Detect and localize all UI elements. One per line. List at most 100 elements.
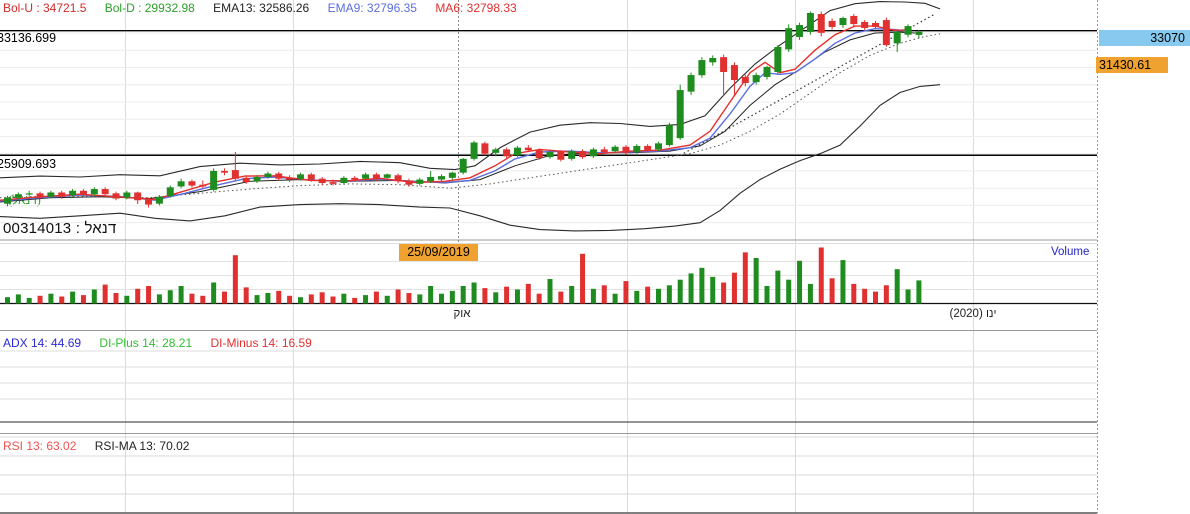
volume-bar (547, 279, 553, 304)
candle-body (188, 181, 196, 186)
volume-bar (742, 252, 748, 304)
volume-panel[interactable] (5, 247, 922, 304)
volume-bar (731, 272, 737, 304)
volume-bar (428, 286, 434, 304)
volume-bar (384, 295, 390, 304)
volume-bar (319, 292, 325, 304)
last-price-box: 33070 (1099, 30, 1190, 46)
volume-bar (232, 255, 238, 304)
candle-body (275, 173, 283, 179)
candle-body (199, 184, 207, 187)
volume-bar (536, 293, 542, 304)
candle-body (112, 193, 120, 199)
candle-body (676, 90, 684, 139)
volume-bar (862, 288, 868, 304)
marker-price-box: 31430.61 (1096, 57, 1168, 73)
overlay-bollinger-upper (0, 1, 941, 179)
candle-body (850, 15, 858, 25)
candle-body (329, 182, 337, 184)
candle-body (405, 180, 413, 185)
volume-bar (482, 288, 488, 304)
candle-body (513, 147, 521, 156)
candle-body (242, 177, 250, 183)
legend-bol-u: Bol-U : 34721.5 (3, 1, 87, 15)
volume-bar (797, 260, 803, 304)
volume-bar (753, 258, 759, 304)
volume-bar (341, 293, 347, 304)
security-id-label: 00314013 : דנאל (3, 220, 117, 237)
volume-bar (37, 295, 43, 304)
volume-bar (883, 285, 889, 304)
volume-bar (156, 294, 162, 304)
main-indicator-legend: Bol-U : 34721.5 Bol-D : 29932.98 EMA13: … (3, 1, 532, 15)
volume-bar (645, 286, 651, 304)
candle-body (557, 151, 565, 160)
volume-bar (124, 295, 130, 304)
candle-body (459, 158, 467, 173)
volume-bar (200, 295, 206, 304)
overlay-bollinger-lower (0, 84, 941, 232)
volume-bar (135, 288, 141, 304)
volume-bar (493, 292, 499, 304)
volume-bar (395, 289, 401, 304)
legend-bol-d: Bol-D : 29932.98 (104, 1, 195, 15)
volume-bar (666, 285, 672, 304)
volume-bar (373, 291, 379, 304)
volume-bar (829, 278, 835, 304)
candle-body (730, 65, 738, 81)
volume-bar (113, 293, 119, 304)
rsi-legend: RSI 13: 63.02 RSI-MA 13: 70.02 (3, 439, 204, 453)
candle-body (644, 145, 652, 151)
volume-bar (590, 288, 596, 304)
volume-bar (178, 286, 184, 304)
volume-bar (721, 282, 727, 304)
candle-body (101, 189, 109, 195)
volume-bar (439, 293, 444, 304)
candles[interactable] (4, 11, 923, 208)
candle-body (372, 174, 380, 179)
volume-bar (601, 285, 607, 304)
legend-di-plus: DI-Plus 14: 28.21 (99, 336, 193, 350)
volume-bar (146, 286, 152, 304)
volume-bar (775, 270, 781, 304)
candle-body (893, 31, 901, 44)
candle-body (481, 143, 489, 154)
volume-bar (102, 284, 108, 304)
candle-body (69, 190, 77, 196)
legend-di-minus: DI-Minus 14: 16.59 (210, 336, 312, 350)
candle-body (492, 149, 500, 153)
overlay-trendline (679, 13, 936, 156)
candle-body (546, 151, 554, 158)
x-axis-label-oct: אוק (453, 308, 471, 320)
volume-bar (623, 281, 629, 304)
volume-panel-label: Volume (1051, 246, 1090, 258)
volume-bar (406, 293, 412, 304)
price-panel[interactable] (0, 1, 1097, 232)
volume-bar (905, 289, 911, 304)
volume-bar (449, 290, 455, 304)
candle-body (58, 192, 66, 197)
candle-body (47, 192, 55, 197)
volume-bar (688, 273, 694, 304)
volume-bar (656, 288, 661, 304)
volume-bar (504, 286, 510, 304)
candle-body (25, 193, 33, 195)
volume-bar (894, 269, 900, 304)
legend-ema9: EMA9: 32796.35 (327, 1, 417, 15)
volume-bar (70, 291, 76, 304)
volume-bar (873, 291, 878, 304)
candle-body (383, 174, 391, 178)
candle-body (655, 143, 662, 150)
volume-bar (243, 287, 249, 304)
candle-body (166, 187, 174, 196)
volume-bar (80, 295, 86, 304)
candle-body (79, 190, 87, 196)
volume-bar (580, 253, 586, 304)
volume-bar (222, 291, 227, 304)
legend-rsi: RSI 13: 63.02 (3, 439, 77, 453)
volume-bar (189, 293, 195, 304)
candle-body (362, 174, 370, 179)
candle-body (231, 170, 239, 179)
candle-body (524, 147, 532, 151)
